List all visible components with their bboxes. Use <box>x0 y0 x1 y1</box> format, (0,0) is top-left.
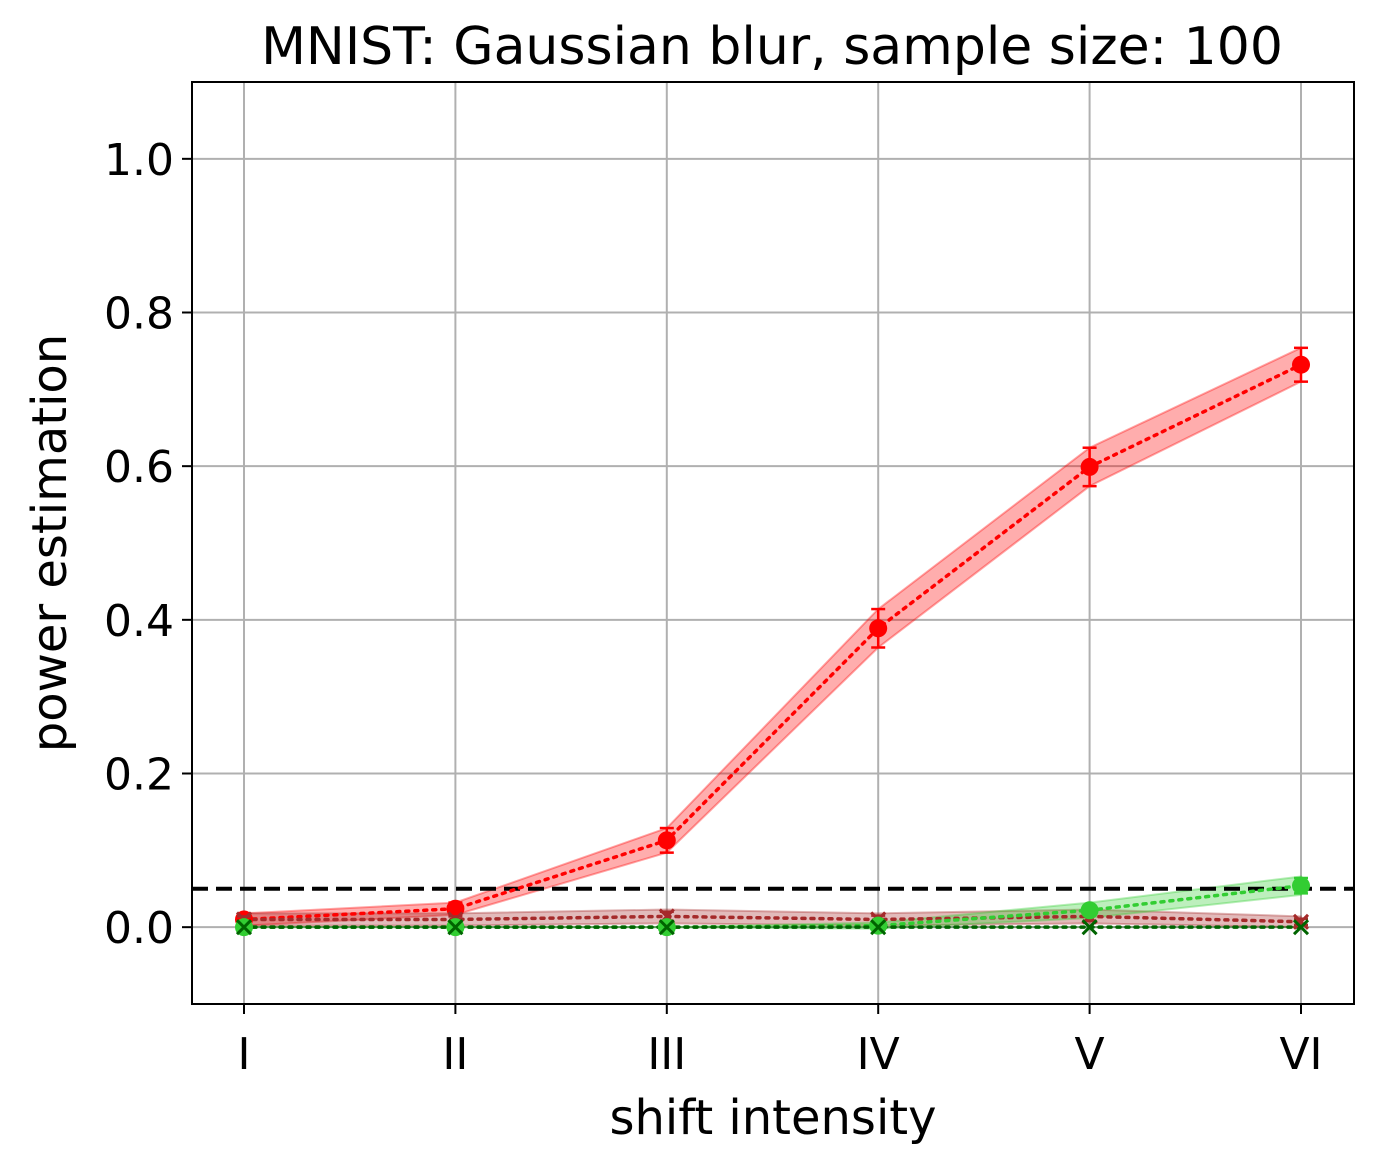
series-line <box>242 914 1303 924</box>
data-point <box>1292 876 1310 895</box>
plot-frame <box>191 81 1355 1005</box>
axis-ticks: I II III IV V VI0.00.20.40.60.81.0 <box>104 135 1323 1080</box>
x-tick-label: IV <box>857 1029 900 1080</box>
data-point <box>1292 355 1310 374</box>
data-point <box>1080 457 1099 476</box>
data-point-stroke <box>1292 913 1310 930</box>
data-point-stroke <box>870 919 887 936</box>
y-tick-label: 0.2 <box>104 750 174 801</box>
data-point <box>1292 913 1310 930</box>
series-lines <box>242 362 1303 929</box>
grid-lines <box>192 82 1354 1004</box>
y-tick-label: 0.8 <box>104 289 174 340</box>
data-point <box>1292 919 1310 936</box>
data-point <box>1081 919 1098 936</box>
data-point <box>235 919 253 936</box>
x-axis-label: shift intensity <box>610 1090 937 1146</box>
series-line <box>242 362 1303 922</box>
chart-title: MNIST: Gaussian blur, sample size: 100 <box>261 17 1283 77</box>
data-point-stroke <box>1292 919 1310 936</box>
data-point <box>657 831 676 850</box>
data-point <box>870 919 887 936</box>
y-axis-label: power estimation <box>22 334 78 752</box>
y-tick-label: 0.0 <box>104 903 174 954</box>
data-point-stroke <box>235 919 253 936</box>
data-point <box>869 619 888 638</box>
x-tick-label: III <box>647 1029 686 1080</box>
x-tick-label: V <box>1075 1029 1105 1080</box>
x-tick-label: II <box>442 1029 468 1080</box>
y-tick-label: 0.4 <box>104 596 174 647</box>
y-tick-label: 0.6 <box>104 442 174 493</box>
y-tick-label: 1.0 <box>104 135 174 186</box>
data-point-stroke <box>658 919 675 936</box>
data-point-stroke <box>1081 919 1098 936</box>
data-point-stroke <box>447 919 464 936</box>
series-line <box>242 883 1303 929</box>
x-tick-label: I <box>238 1029 251 1080</box>
data-point <box>658 919 675 936</box>
x-tick-label: VI <box>1279 1029 1322 1080</box>
data-point <box>447 919 464 936</box>
data-point <box>1080 901 1099 920</box>
series-markers <box>235 346 1310 937</box>
